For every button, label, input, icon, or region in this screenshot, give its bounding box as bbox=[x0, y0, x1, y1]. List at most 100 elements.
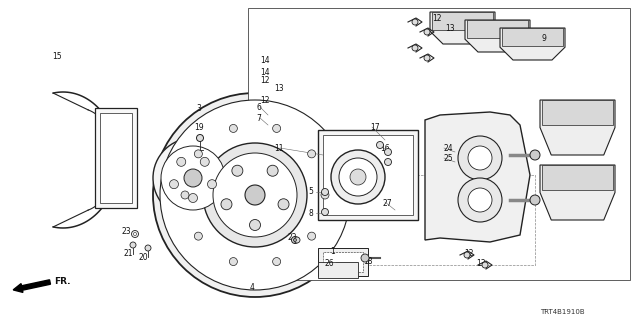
Text: 4: 4 bbox=[250, 283, 255, 292]
Text: 7: 7 bbox=[256, 114, 261, 123]
Circle shape bbox=[189, 194, 198, 203]
Text: FR.: FR. bbox=[54, 276, 70, 285]
Polygon shape bbox=[425, 112, 530, 242]
Circle shape bbox=[145, 245, 151, 251]
Text: 13: 13 bbox=[476, 259, 486, 268]
Circle shape bbox=[196, 134, 204, 141]
Text: 11: 11 bbox=[274, 143, 284, 153]
Circle shape bbox=[229, 258, 237, 266]
Circle shape bbox=[361, 254, 369, 262]
Circle shape bbox=[291, 236, 298, 244]
Text: 14: 14 bbox=[260, 68, 269, 76]
Text: 1: 1 bbox=[330, 247, 335, 257]
Circle shape bbox=[468, 188, 492, 212]
Circle shape bbox=[350, 169, 366, 185]
Circle shape bbox=[250, 220, 260, 230]
Circle shape bbox=[153, 138, 233, 218]
Bar bbox=[467, 20, 528, 38]
Circle shape bbox=[294, 237, 300, 243]
FancyArrow shape bbox=[13, 280, 51, 292]
Circle shape bbox=[195, 150, 202, 158]
Bar bbox=[323, 135, 413, 215]
Text: 3: 3 bbox=[196, 103, 201, 113]
Text: 15: 15 bbox=[52, 52, 61, 60]
Text: 12: 12 bbox=[432, 13, 442, 22]
Text: 24: 24 bbox=[443, 143, 452, 153]
Circle shape bbox=[229, 124, 237, 132]
Bar bbox=[95, 108, 137, 208]
Circle shape bbox=[195, 232, 202, 240]
Circle shape bbox=[207, 180, 216, 189]
Circle shape bbox=[273, 258, 280, 266]
Circle shape bbox=[321, 209, 328, 215]
Polygon shape bbox=[465, 20, 530, 52]
Bar bbox=[248, 8, 630, 280]
Text: 25: 25 bbox=[443, 154, 452, 163]
Circle shape bbox=[530, 150, 540, 160]
Text: 17: 17 bbox=[370, 123, 380, 132]
Circle shape bbox=[482, 262, 488, 268]
Text: 13: 13 bbox=[445, 23, 454, 33]
Polygon shape bbox=[430, 12, 495, 44]
Circle shape bbox=[458, 136, 502, 180]
Bar bbox=[318, 248, 368, 276]
Circle shape bbox=[321, 191, 329, 199]
Circle shape bbox=[331, 150, 385, 204]
Circle shape bbox=[273, 124, 280, 132]
Text: 12: 12 bbox=[260, 76, 269, 84]
Circle shape bbox=[232, 165, 243, 176]
Text: 12: 12 bbox=[464, 249, 474, 258]
Bar bbox=[100, 113, 132, 203]
Circle shape bbox=[376, 141, 383, 148]
Circle shape bbox=[177, 157, 186, 166]
Circle shape bbox=[278, 199, 289, 210]
Text: 16: 16 bbox=[380, 143, 390, 153]
Circle shape bbox=[424, 29, 430, 35]
Bar bbox=[310, 175, 535, 265]
Text: 22: 22 bbox=[287, 233, 296, 242]
Text: 14: 14 bbox=[260, 55, 269, 65]
Circle shape bbox=[170, 180, 179, 189]
Text: 18: 18 bbox=[363, 257, 372, 266]
Circle shape bbox=[424, 55, 430, 61]
Text: 8: 8 bbox=[308, 209, 313, 218]
Bar bbox=[323, 252, 363, 272]
Text: 12: 12 bbox=[260, 95, 269, 105]
Text: 6: 6 bbox=[256, 102, 261, 111]
Circle shape bbox=[339, 158, 377, 196]
Text: 21: 21 bbox=[123, 249, 132, 258]
Circle shape bbox=[308, 150, 316, 158]
Bar bbox=[542, 100, 613, 125]
Text: 26: 26 bbox=[324, 259, 333, 268]
Circle shape bbox=[160, 100, 350, 290]
Circle shape bbox=[221, 199, 232, 210]
Circle shape bbox=[131, 230, 138, 237]
Circle shape bbox=[184, 169, 202, 187]
Circle shape bbox=[458, 178, 502, 222]
Circle shape bbox=[464, 252, 470, 258]
Text: 27: 27 bbox=[382, 199, 392, 209]
Circle shape bbox=[294, 238, 296, 242]
Bar bbox=[542, 165, 613, 190]
Bar bbox=[318, 262, 358, 278]
Circle shape bbox=[321, 188, 328, 196]
Bar bbox=[318, 130, 418, 220]
Circle shape bbox=[385, 148, 392, 156]
Text: 13: 13 bbox=[274, 84, 284, 92]
Text: 23: 23 bbox=[121, 228, 131, 236]
Polygon shape bbox=[540, 100, 615, 155]
Circle shape bbox=[153, 93, 357, 297]
Text: 5: 5 bbox=[308, 188, 313, 196]
Circle shape bbox=[530, 195, 540, 205]
Circle shape bbox=[267, 165, 278, 176]
Circle shape bbox=[134, 233, 136, 236]
Bar bbox=[502, 28, 563, 46]
Circle shape bbox=[200, 157, 209, 166]
Circle shape bbox=[308, 232, 316, 240]
Circle shape bbox=[181, 191, 189, 199]
Circle shape bbox=[203, 143, 307, 247]
Circle shape bbox=[468, 146, 492, 170]
Text: 19: 19 bbox=[194, 123, 204, 132]
Text: 20: 20 bbox=[138, 252, 148, 261]
Circle shape bbox=[245, 185, 265, 205]
